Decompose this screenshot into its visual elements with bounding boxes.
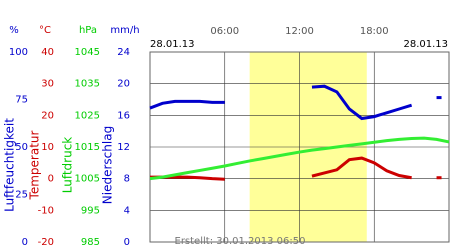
y-tick-label: 16 <box>117 110 130 121</box>
y-tick-label: 100 <box>9 47 28 58</box>
y-tick-label: 1045 <box>75 47 100 58</box>
axis-title: Luftdruck <box>61 137 75 194</box>
y-tick-label: 50 <box>15 142 28 153</box>
y-tick-label: 4 <box>124 205 130 216</box>
y-tick-label: 0 <box>124 237 130 248</box>
y-tick-label: 8 <box>124 174 130 185</box>
series-line <box>311 156 412 180</box>
axis-unit: °C <box>39 25 51 36</box>
y-tick-label: 0 <box>48 174 54 185</box>
y-tick-label: 985 <box>81 237 100 248</box>
y-tick-label: 20 <box>117 79 130 90</box>
y-tick-label: 10 <box>41 142 54 153</box>
series-line <box>149 99 225 110</box>
footer: Erstellt: 30.01.2013 06:50 <box>175 236 306 247</box>
axis-title: Temperatur <box>28 130 42 200</box>
series-line <box>311 84 413 121</box>
axis-unit: mm/h <box>110 25 139 36</box>
y-tick-label: 40 <box>41 47 54 58</box>
y-tick-label: 30 <box>41 79 54 90</box>
y-tick-label: 75 <box>15 95 28 106</box>
x-tick-label: 06:00 <box>210 26 239 37</box>
plot-border <box>149 51 450 243</box>
axis-title: Luftfeuchtigkeit <box>3 118 17 212</box>
y-tick-label: 25 <box>15 190 28 201</box>
y-tick-label: 1025 <box>75 110 100 121</box>
y-tick-label: 12 <box>117 142 130 153</box>
y-tick-label: 20 <box>41 110 54 121</box>
x-tick-label: 18:00 <box>360 26 389 37</box>
series-line <box>149 136 450 181</box>
axis-unit: % <box>9 25 19 36</box>
y-tick-label: 1005 <box>75 174 100 185</box>
date-left: 28.01.13 <box>150 39 195 50</box>
axis-title: Niederschlag <box>101 126 115 204</box>
y-tick-label: -10 <box>38 205 54 216</box>
y-tick-label: 1035 <box>75 79 100 90</box>
y-tick-label: 995 <box>81 205 100 216</box>
axis-unit: hPa <box>79 25 97 36</box>
y-tick-label: 24 <box>117 47 130 58</box>
date-right: 28.01.13 <box>403 39 448 50</box>
y-tick-label: -20 <box>38 237 54 248</box>
x-tick-label: 12:00 <box>285 26 314 37</box>
y-tick-label: 1015 <box>75 142 100 153</box>
y-tick-label: 0 <box>22 237 28 248</box>
